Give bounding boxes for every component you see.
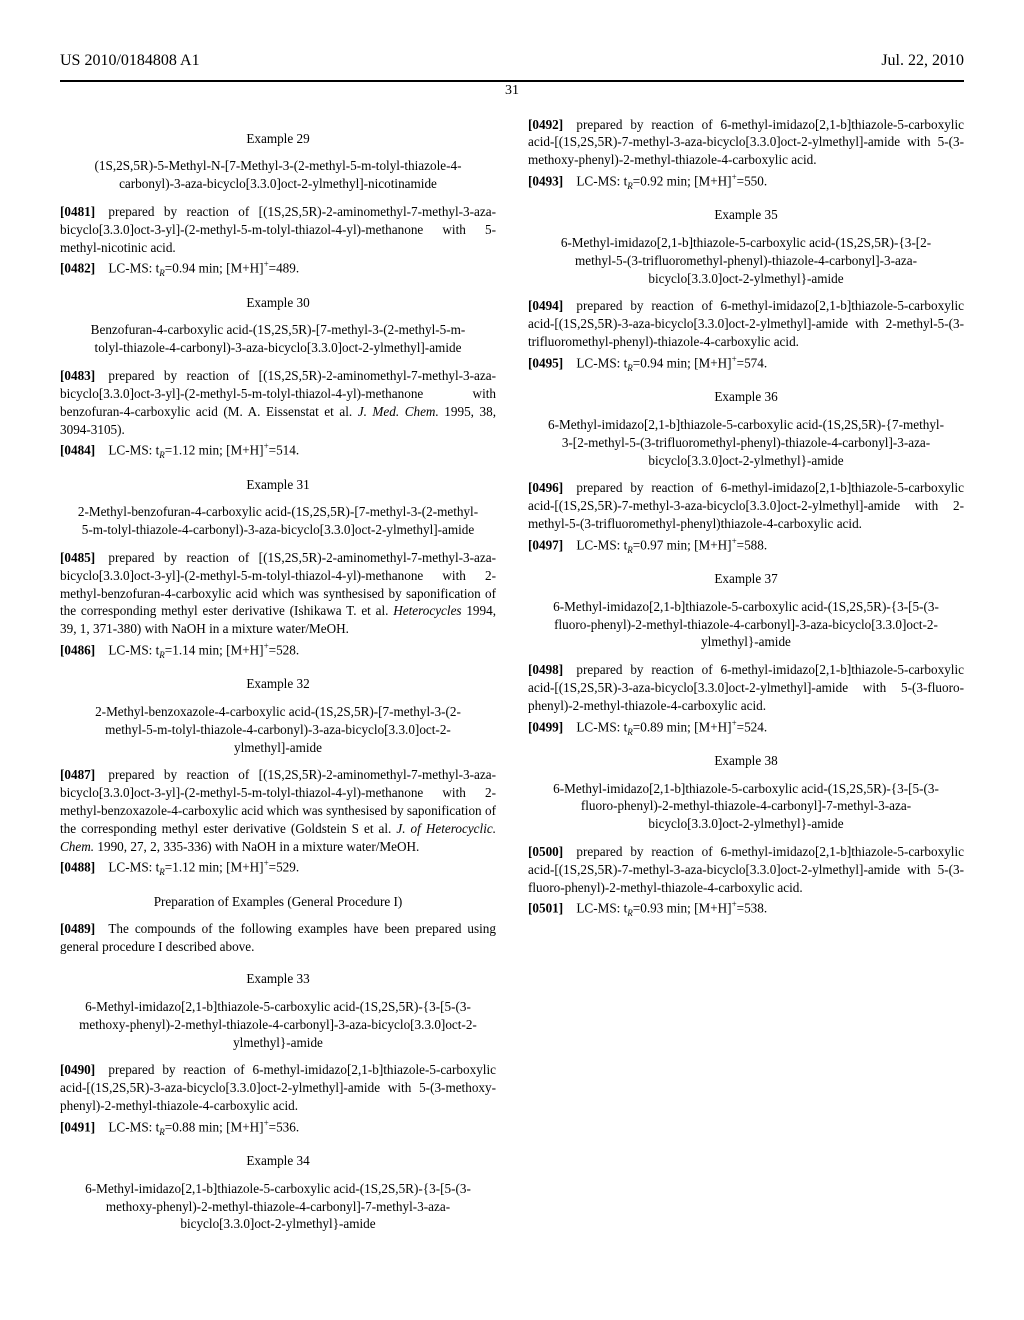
para-label: [0493] [528,173,563,188]
paragraph: [0488] LC-MS: tR=1.12 min; [M+H]+=529. [60,857,496,878]
paragraph: [0490] prepared by reaction of 6-methyl-… [60,1061,496,1114]
example-heading: Example 30 [60,294,496,312]
para-label: [0498] [528,662,563,677]
example-heading: Example 29 [60,130,496,148]
para-label: [0486] [60,642,95,657]
compound-title: 6-Methyl-imidazo[2,1-b]thiazole-5-carbox… [545,780,946,833]
para-label: [0484] [60,443,95,458]
paragraph: [0491] LC-MS: tR=0.88 min; [M+H]+=536. [60,1117,496,1138]
para-label: [0485] [60,550,95,565]
paragraph: [0498] prepared by reaction of 6-methyl-… [528,661,964,714]
compound-title: 6-Methyl-imidazo[2,1-b]thiazole-5-carbox… [77,1180,478,1233]
doc-date: Jul. 22, 2010 [881,50,964,72]
page-number: 31 [505,82,519,101]
compound-title: 6-Methyl-imidazo[2,1-b]thiazole-5-carbox… [545,416,946,469]
paragraph: [0493] LC-MS: tR=0.92 min; [M+H]+=550. [528,171,964,192]
para-label: [0492] [528,117,563,132]
para-label: [0501] [528,901,563,916]
paragraph: [0485] prepared by reaction of [(1S,2S,5… [60,549,496,638]
example-heading: Example 36 [528,388,964,406]
paragraph: [0487] prepared by reaction of [(1S,2S,5… [60,766,496,855]
example-heading: Example 31 [60,476,496,494]
para-label: [0482] [60,261,95,276]
paragraph: [0484] LC-MS: tR=1.12 min; [M+H]+=514. [60,440,496,461]
example-heading: Example 38 [528,752,964,770]
paragraph: [0483] prepared by reaction of [(1S,2S,5… [60,367,496,438]
paragraph: [0481] prepared by reaction of [(1S,2S,5… [60,203,496,256]
sub-heading: Preparation of Examples (General Procedu… [60,893,496,911]
page-header: US 2010/0184808 A1 Jul. 22, 2010 [60,50,964,72]
para-label: [0495] [528,355,563,370]
para-label: [0483] [60,368,95,383]
paragraph: [0501] LC-MS: tR=0.93 min; [M+H]+=538. [528,898,964,919]
paragraph: [0486] LC-MS: tR=1.14 min; [M+H]+=528. [60,640,496,661]
doc-number: US 2010/0184808 A1 [60,50,200,72]
para-label: [0494] [528,298,563,313]
para-label: [0489] [60,921,95,936]
paragraph: [0489] The compounds of the following ex… [60,920,496,956]
example-heading: Example 34 [60,1152,496,1170]
compound-title: 6-Methyl-imidazo[2,1-b]thiazole-5-carbox… [545,234,946,287]
compound-title: 6-Methyl-imidazo[2,1-b]thiazole-5-carbox… [545,598,946,651]
para-label: [0500] [528,844,563,859]
example-heading: Example 32 [60,675,496,693]
compound-title: (1S,2S,5R)-5-Methyl-N-[7-Methyl-3-(2-met… [77,157,478,193]
example-heading: Example 33 [60,970,496,988]
paragraph: [0495] LC-MS: tR=0.94 min; [M+H]+=574. [528,353,964,374]
para-label: [0487] [60,767,95,782]
para-label: [0497] [528,537,563,552]
paragraph: [0482] LC-MS: tR=0.94 min; [M+H]+=489. [60,258,496,279]
compound-title: Benzofuran-4-carboxylic acid-(1S,2S,5R)-… [77,321,478,357]
paragraph: [0497] LC-MS: tR=0.97 min; [M+H]+=588. [528,535,964,556]
compound-title: 6-Methyl-imidazo[2,1-b]thiazole-5-carbox… [77,998,478,1051]
para-label: [0499] [528,719,563,734]
text-columns: Example 29 (1S,2S,5R)-5-Methyl-N-[7-Methy… [60,116,964,1251]
para-label: [0496] [528,480,563,495]
paragraph: [0496] prepared by reaction of 6-methyl-… [528,479,964,532]
para-label: [0488] [60,860,95,875]
compound-title: 2-Methyl-benzoxazole-4-carboxylic acid-(… [77,703,478,756]
paragraph: [0499] LC-MS: tR=0.89 min; [M+H]+=524. [528,717,964,738]
example-heading: Example 35 [528,206,964,224]
para-label: [0481] [60,204,95,219]
paragraph: [0492] prepared by reaction of 6-methyl-… [528,116,964,169]
paragraph: [0494] prepared by reaction of 6-methyl-… [528,297,964,350]
para-label: [0490] [60,1062,95,1077]
para-label: [0491] [60,1119,95,1134]
example-heading: Example 37 [528,570,964,588]
paragraph: [0500] prepared by reaction of 6-methyl-… [528,843,964,896]
compound-title: 2-Methyl-benzofuran-4-carboxylic acid-(1… [77,503,478,539]
